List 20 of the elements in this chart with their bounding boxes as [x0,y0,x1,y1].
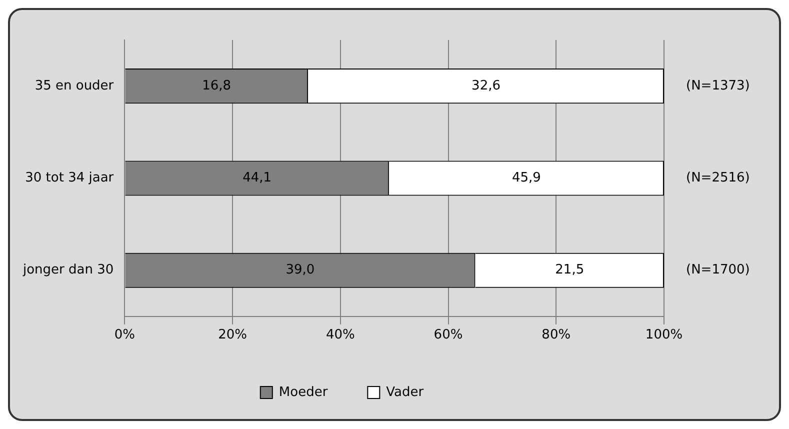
x-tick-label: 80% [542,328,571,343]
annotation: 45,9 [512,170,541,186]
text: (N=2516) [686,170,750,186]
annotation: 44,1 [242,170,272,186]
x-tick-label: 40% [326,328,355,343]
legend-label: Moeder [278,384,328,400]
y-tick-label: jonger dan 30 [22,262,114,278]
y-tick-label: 35 en ouder [34,78,114,94]
annotation: 21,5 [555,262,584,278]
y-tick-label: 30 tot 34 jaar [25,170,114,186]
text: (N=1373) [686,78,750,94]
x-tick-label: 0% [114,328,135,343]
annotation: 16,8 [202,78,232,94]
text: (N=1700) [686,262,750,278]
x-tick-label: 60% [434,328,463,343]
annotation: 32,6 [472,78,500,94]
x-tick-label: 20% [218,328,247,343]
x-tick-label: 100% [645,328,683,343]
legend-label: Vader [386,384,424,400]
annotation: 39,0 [286,262,315,278]
